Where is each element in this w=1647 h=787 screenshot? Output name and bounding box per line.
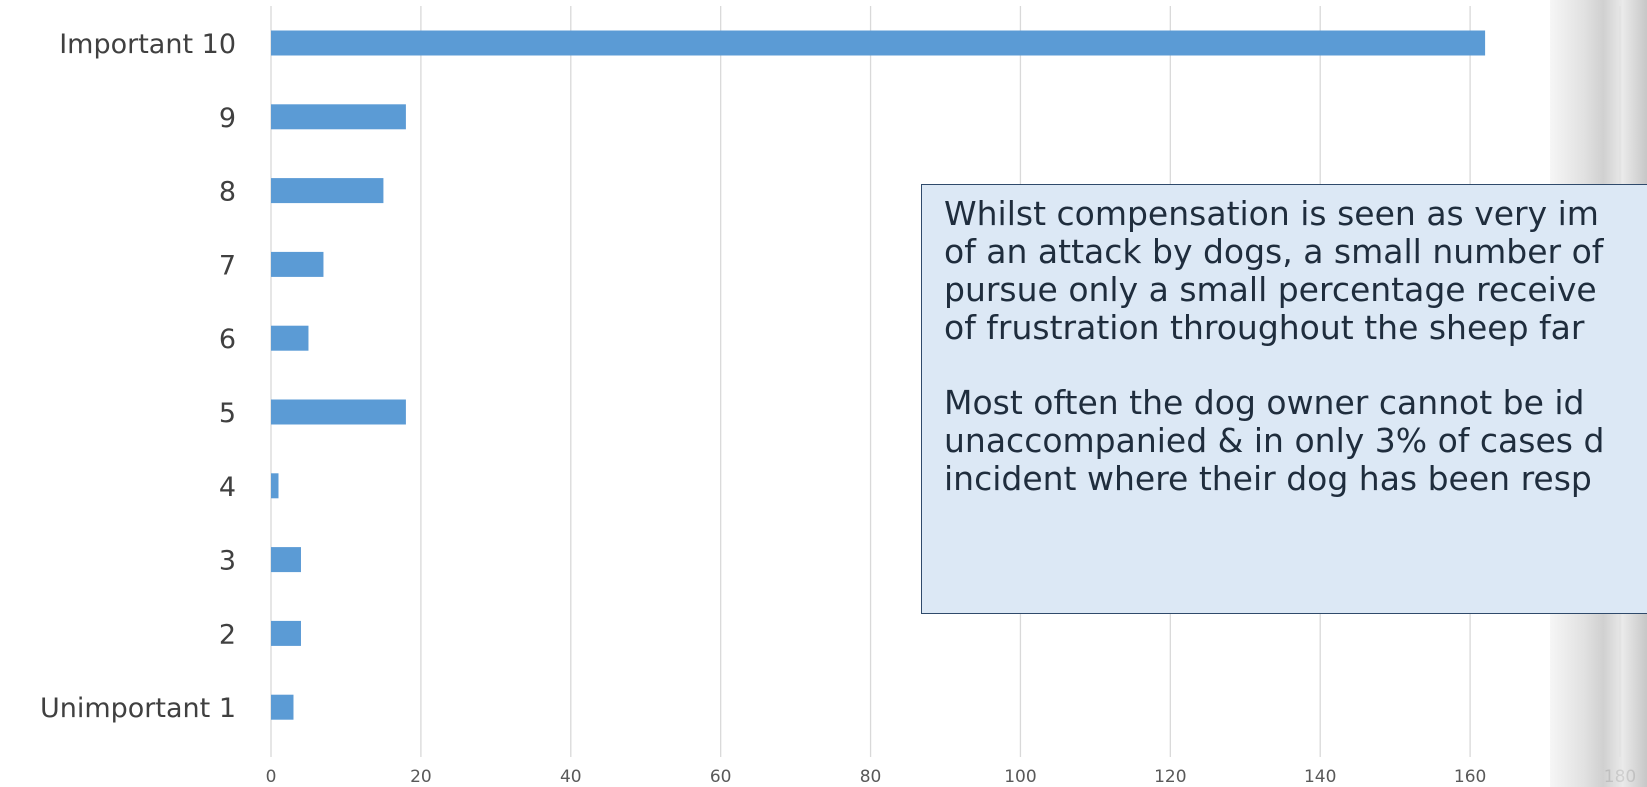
category-label: 4 [219,472,236,503]
category-label: 5 [219,398,236,429]
annotation-line: unaccompanied & in only 3% of cases d [944,421,1605,460]
annotation-paragraph-2: Most often the dog owner cannot be id un… [944,384,1647,498]
category-label: Important 10 [59,29,236,60]
category-label: 3 [219,546,236,577]
bar [271,694,294,720]
bar [271,178,384,204]
x-tick-label: 100 [1004,767,1036,787]
bar [271,473,279,499]
bars [271,30,1486,720]
category-label: 2 [219,619,236,650]
category-labels: Important 10 9 8 7 6 5 4 3 2 Unimportant 1 [40,29,236,724]
category-label: Unimportant 1 [40,693,236,724]
x-tick-label: 140 [1304,767,1336,787]
x-tick-label: 0 [266,767,277,787]
bar [271,104,406,130]
bar [271,325,309,351]
annotation-line: incident where their dog has been resp [944,459,1592,498]
annotation-line: of an attack by dogs, a small number of [944,232,1604,271]
bar [271,30,1486,56]
x-axis-tick-labels: 020406080100120140160180 [266,767,1637,787]
x-tick-label: 20 [410,767,432,787]
category-label: 7 [219,250,236,281]
x-tick-label: 120 [1154,767,1186,787]
x-tick-label: 160 [1454,767,1486,787]
bar [271,399,406,425]
category-label: 8 [219,177,236,208]
x-tick-label: 40 [560,767,582,787]
bar [271,251,324,277]
annotation-paragraph-1: Whilst compensation is seen as very im o… [944,195,1647,347]
x-tick-label: 60 [710,767,732,787]
category-label: 6 [219,324,236,355]
annotation-line: Most often the dog owner cannot be id [944,383,1585,422]
annotation-line: pursue only a small percentage receive [944,270,1597,309]
bar [271,620,301,646]
annotation-line: Whilst compensation is seen as very im [944,194,1599,233]
annotation-line: of frustration throughout the sheep far [944,308,1585,347]
x-tick-label: 80 [860,767,882,787]
category-label: 9 [219,103,236,134]
bar [271,547,301,573]
annotation-callout: Whilst compensation is seen as very im o… [921,184,1647,614]
